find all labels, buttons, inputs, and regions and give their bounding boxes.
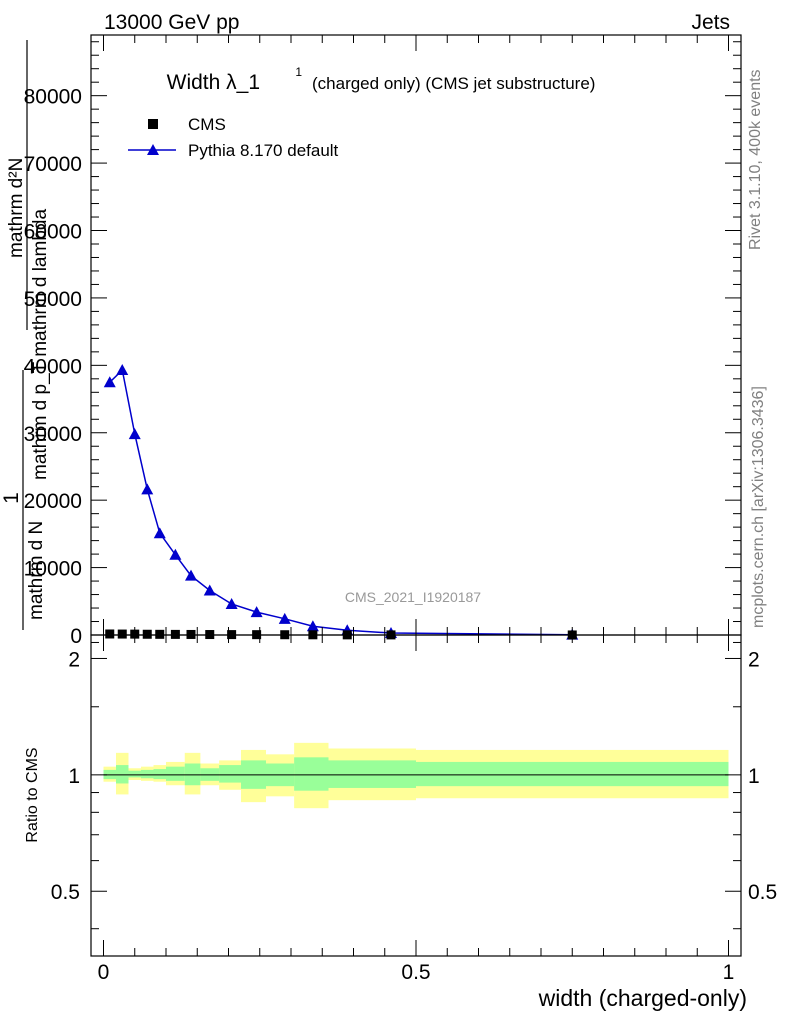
ratio-y-tick-label-right: 2	[748, 648, 760, 671]
pythia-point	[116, 364, 129, 376]
pythia-point	[225, 597, 238, 609]
ratio-inner-band	[128, 770, 141, 778]
pythia-point	[306, 620, 319, 632]
pythia-point	[278, 612, 291, 624]
ratio-inner-band	[416, 761, 729, 787]
energy-label: 13000 GeV pp	[104, 11, 239, 34]
pythia-line	[109, 368, 573, 636]
cms-point	[170, 629, 180, 639]
y-tick-label: 40000	[24, 355, 82, 378]
ratio-inner-band	[166, 766, 185, 781]
y-title-dpt: mathrm d p_T mathrm d lambda	[30, 209, 51, 480]
y-axis-title: 1 mathrm d N mathrm d²N mathrm d p_T mat…	[0, 40, 51, 630]
y-tick-label: 60000	[24, 221, 82, 244]
ratio-inner-band	[153, 769, 166, 780]
plot-title: Width λ_1	[167, 71, 260, 94]
ratio-y-tick-label-left: 0.5	[51, 881, 80, 904]
x-tick-label: 0.5	[401, 961, 430, 984]
x-axis-title: width (charged-only)	[538, 985, 747, 1011]
pythia-point	[203, 584, 216, 596]
legend-cms-marker	[148, 119, 158, 129]
mcplots-label: mcplots.cern.ch [arXiv:1306.3436]	[750, 386, 767, 628]
cms-point	[142, 629, 152, 639]
y-tick-label: 20000	[24, 490, 82, 513]
y-title-d2n: mathrm d²N	[6, 158, 27, 258]
ratio-inner-band	[328, 760, 416, 788]
analysis-watermark: CMS_2021_I1920187	[345, 589, 481, 605]
pythia-point	[128, 428, 141, 440]
ratio-y-tick-label-left: 2	[68, 648, 80, 671]
cms-point	[105, 629, 115, 639]
x-tick-label: 1	[723, 961, 735, 984]
ratio-y-tick-label-right: 1	[748, 765, 760, 788]
ratio-inner-band	[294, 757, 329, 791]
y-tick-label: 70000	[24, 153, 82, 176]
y-title-dn: mathrm d N	[26, 521, 47, 620]
legend-pythia-marker	[147, 144, 159, 155]
y-title-one: 1	[0, 492, 23, 504]
pythia-point	[185, 569, 197, 581]
ratio-inner-band	[219, 765, 241, 783]
ratio-inner-band	[116, 765, 129, 784]
ratio-inner-band	[141, 769, 154, 779]
legend-pythia-label: Pythia 8.170 default	[188, 141, 339, 160]
category-label: Jets	[691, 11, 730, 34]
pythia-point	[250, 606, 263, 618]
main-plot-panel: 0 10000 20000 30000 40000 50000 60000 70000 8000…	[0, 34, 742, 648]
pythia-point	[169, 548, 182, 560]
ratio-y-tick-label-right: 0.5	[748, 881, 777, 904]
x-tick-label: 0	[98, 961, 110, 984]
pythia-point	[103, 376, 116, 388]
y-tick-label: 10000	[24, 558, 82, 581]
ratio-y-title: Ratio to CMS	[24, 747, 41, 842]
legend-cms-label: CMS	[188, 115, 226, 134]
rivet-version-label: Rivet 3.1.10, 400k events	[747, 69, 764, 250]
y-tick-label: 0	[70, 625, 82, 648]
y-tick-label: 30000	[24, 423, 82, 446]
ratio-plot-panel: 0.5 0.5 1 1 2 2 0 0.5 1 Ratio to CMS width (char…	[24, 634, 777, 1011]
plot-title-sup: 1	[295, 65, 302, 79]
cms-point	[155, 629, 165, 639]
ratio-y-tick-label-left: 1	[68, 765, 80, 788]
pythia-point	[141, 483, 154, 495]
legend: CMS Pythia 8.170 default	[128, 115, 339, 160]
plot-subtitle: (charged only) (CMS jet substructure)	[312, 74, 595, 93]
y-tick-label: 50000	[24, 288, 82, 311]
pythia-point	[153, 527, 166, 539]
y-tick-label: 80000	[24, 86, 82, 109]
cms-point	[117, 629, 127, 639]
